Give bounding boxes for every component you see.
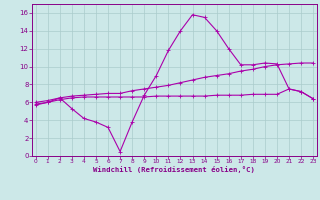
X-axis label: Windchill (Refroidissement éolien,°C): Windchill (Refroidissement éolien,°C) xyxy=(93,166,255,173)
